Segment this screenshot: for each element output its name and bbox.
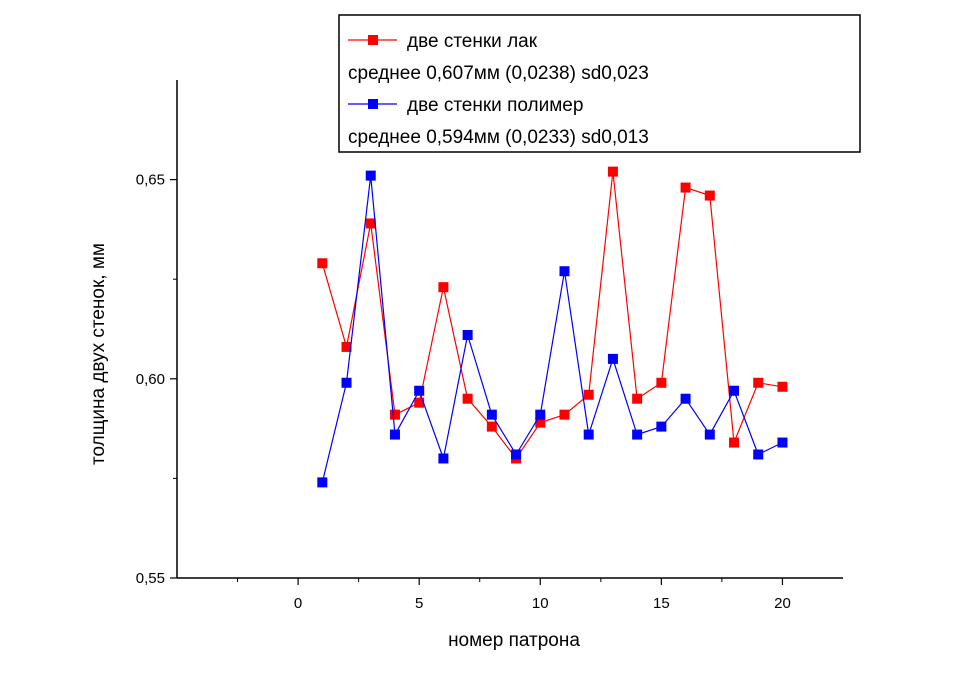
data-point xyxy=(559,266,570,277)
series-2 xyxy=(317,170,788,488)
y-tick-label: 0,60 xyxy=(136,371,165,388)
data-point xyxy=(753,449,764,460)
data-point xyxy=(559,409,570,420)
y-tick-label: 0,55 xyxy=(136,570,165,587)
series-layer xyxy=(317,166,788,488)
legend-series-note: среднее 0,594мм (0,0233) sd0,013 xyxy=(348,127,649,148)
data-point xyxy=(632,429,643,440)
x-tick-label: 10 xyxy=(532,595,549,612)
data-point xyxy=(704,190,715,201)
data-point xyxy=(341,377,352,388)
data-point xyxy=(583,429,594,440)
legend-marker xyxy=(368,99,378,109)
data-point xyxy=(583,389,594,400)
data-point xyxy=(656,421,667,432)
x-tick-label: 5 xyxy=(415,595,423,612)
y-tick-label: 0,65 xyxy=(136,172,165,189)
legend-series-name: две стенки лак xyxy=(407,31,538,52)
data-point xyxy=(365,218,376,229)
data-point xyxy=(777,437,788,448)
data-point xyxy=(462,329,473,340)
x-tick-label: 15 xyxy=(653,595,670,612)
legend-series-note: среднее 0,607мм (0,0238) sd0,023 xyxy=(348,63,649,84)
data-point xyxy=(607,353,618,364)
data-point xyxy=(414,385,425,396)
data-point xyxy=(680,182,691,193)
legend-series-name: две стенки полимер xyxy=(407,95,583,116)
data-point xyxy=(729,385,740,396)
data-point xyxy=(680,393,691,404)
data-point xyxy=(414,397,425,408)
data-point xyxy=(535,409,546,420)
data-point xyxy=(753,377,764,388)
data-point xyxy=(632,393,643,404)
data-point xyxy=(438,282,449,293)
data-point xyxy=(535,417,546,428)
data-point xyxy=(365,170,376,181)
data-point xyxy=(486,409,497,420)
data-point xyxy=(729,437,740,448)
x-tick-label: 20 xyxy=(774,595,791,612)
data-point xyxy=(511,449,522,460)
data-point xyxy=(389,429,400,440)
y-axis-title: толщина двух стенок, мм xyxy=(88,243,109,465)
legend: две стенки лак среднее 0,607мм (0,0238) s… xyxy=(338,14,861,153)
data-point xyxy=(777,381,788,392)
axes: 0 5 10 15 20 0,55 0,60 0,65 xyxy=(136,80,843,612)
data-point xyxy=(704,429,715,440)
data-point xyxy=(389,409,400,420)
data-point xyxy=(462,393,473,404)
data-point xyxy=(438,453,449,464)
x-tick-label: 0 xyxy=(294,595,302,612)
series-line xyxy=(321,175,783,483)
data-point xyxy=(317,477,328,488)
data-point xyxy=(607,166,618,177)
series-1 xyxy=(317,166,788,464)
data-point xyxy=(486,421,497,432)
data-point xyxy=(341,341,352,352)
x-axis-title: номер патрона xyxy=(448,630,580,651)
data-point xyxy=(317,258,328,269)
data-point xyxy=(656,377,667,388)
legend-marker xyxy=(368,35,378,45)
legend-box xyxy=(338,14,861,153)
